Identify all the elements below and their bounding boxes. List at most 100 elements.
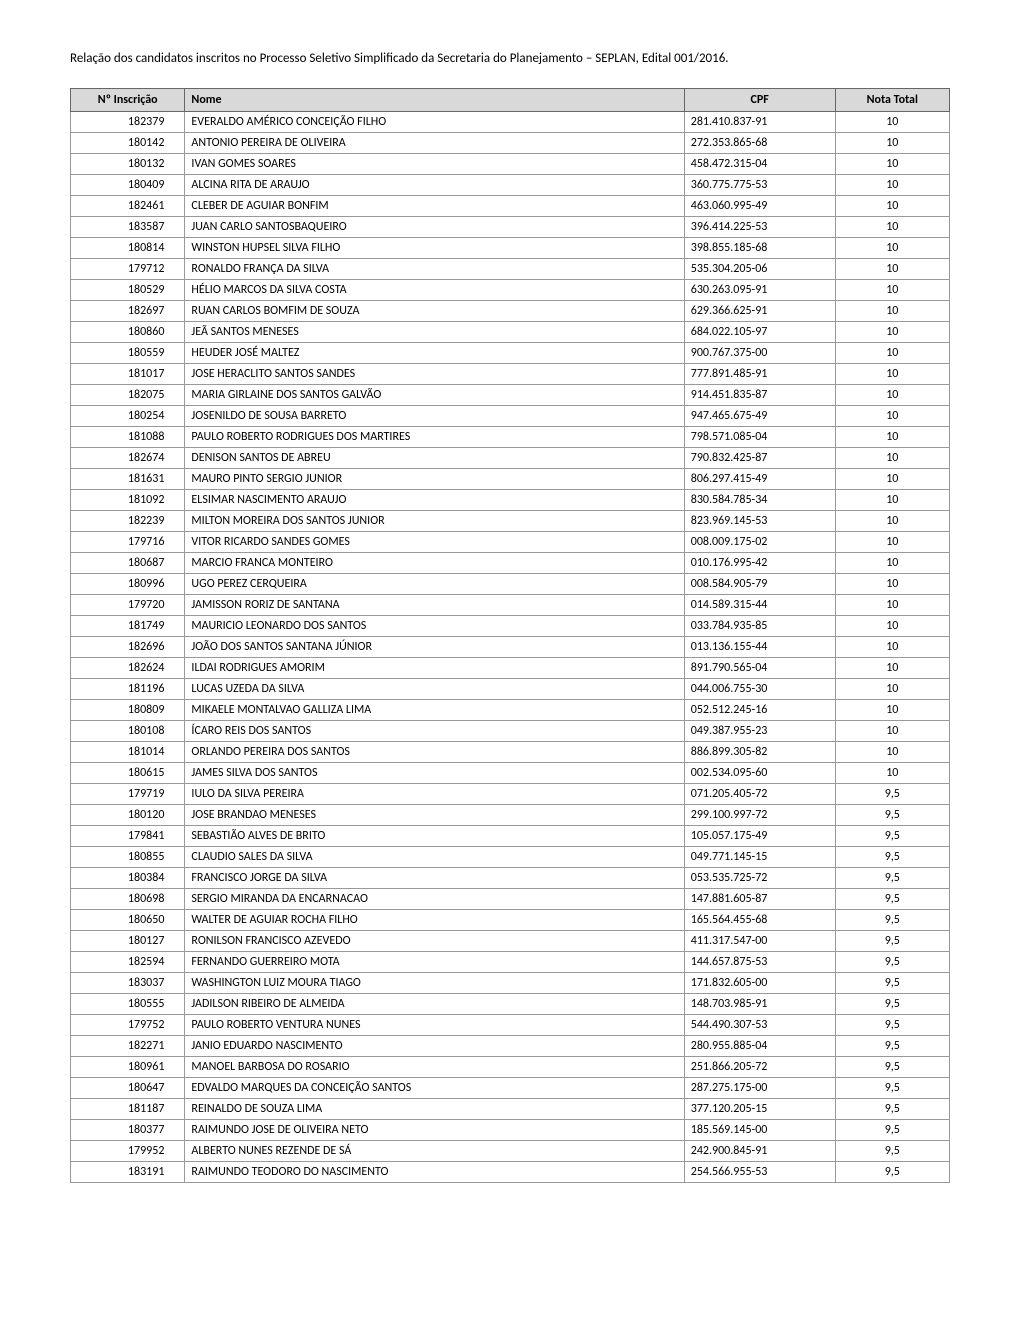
cell-inscricao: 180120 [71,805,185,826]
cell-nota: 10 [835,175,949,196]
cell-cpf: 071.205.405-72 [684,784,835,805]
cell-cpf: 033.784.935-85 [684,616,835,637]
cell-nome: CLAUDIO SALES DA SILVA [185,847,684,868]
cell-cpf: 684.022.105-97 [684,322,835,343]
cell-nota: 10 [835,301,949,322]
cell-nota: 10 [835,448,949,469]
cell-nota: 9,5 [835,952,949,973]
cell-cpf: 806.297.415-49 [684,469,835,490]
cell-nota: 10 [835,280,949,301]
table-row: 182075MARIA GIRLAINE DOS SANTOS GALVÃO91… [71,385,950,406]
table-row: 179712RONALDO FRANÇA DA SILVA535.304.205… [71,259,950,280]
cell-cpf: 463.060.995-49 [684,196,835,217]
table-row: 180650WALTER DE AGUIAR ROCHA FILHO165.56… [71,910,950,931]
cell-cpf: 544.490.307-53 [684,1015,835,1036]
cell-inscricao: 180814 [71,238,185,259]
cell-nome: CLEBER DE AGUIAR BONFIM [185,196,684,217]
cell-nota: 10 [835,154,949,175]
cell-inscricao: 182674 [71,448,185,469]
cell-nome: RUAN CARLOS BOMFIM DE SOUZA [185,301,684,322]
cell-nome: RAIMUNDO TEODORO DO NASCIMENTO [185,1162,684,1183]
cell-nome: RONILSON FRANCISCO AZEVEDO [185,931,684,952]
cell-cpf: 411.317.547-00 [684,931,835,952]
table-row: 180108ÍCARO REIS DOS SANTOS049.387.955-2… [71,721,950,742]
cell-cpf: 010.176.995-42 [684,553,835,574]
cell-cpf: 914.451.835-87 [684,385,835,406]
cell-nota: 10 [835,133,949,154]
table-row: 180961MANOEL BARBOSA DO ROSARIO251.866.2… [71,1057,950,1078]
table-row: 182696JOÃO DOS SANTOS SANTANA JÚNIOR013.… [71,637,950,658]
cell-inscricao: 183037 [71,973,185,994]
table-row: 181187REINALDO DE SOUZA LIMA377.120.205-… [71,1099,950,1120]
cell-cpf: 535.304.205-06 [684,259,835,280]
cell-inscricao: 179720 [71,595,185,616]
table-row: 181092ELSIMAR NASCIMENTO ARAUJO830.584.7… [71,490,950,511]
table-row: 183587JUAN CARLO SANTOSBAQUEIRO396.414.2… [71,217,950,238]
cell-nota: 9,5 [835,784,949,805]
cell-nome: DENISON SANTOS DE ABREU [185,448,684,469]
cell-nome: JAMES SILVA DOS SANTOS [185,763,684,784]
cell-cpf: 008.009.175-02 [684,532,835,553]
cell-nota: 9,5 [835,1036,949,1057]
cell-cpf: 002.534.095-60 [684,763,835,784]
cell-inscricao: 180132 [71,154,185,175]
cell-inscricao: 179841 [71,826,185,847]
cell-inscricao: 183191 [71,1162,185,1183]
header-cpf: CPF [684,89,835,112]
cell-nome: WALTER DE AGUIAR ROCHA FILHO [185,910,684,931]
table-row: 180555JADILSON RIBEIRO DE ALMEIDA148.703… [71,994,950,1015]
cell-nome: SEBASTIÃO ALVES DE BRITO [185,826,684,847]
cell-nome: JOÃO DOS SANTOS SANTANA JÚNIOR [185,637,684,658]
table-row: 182594FERNANDO GUERREIRO MOTA144.657.875… [71,952,950,973]
cell-inscricao: 180254 [71,406,185,427]
document-title: Relação dos candidatos inscritos no Proc… [70,50,950,68]
table-row: 181196LUCAS UZEDA DA SILVA044.006.755-30… [71,679,950,700]
cell-inscricao: 180384 [71,868,185,889]
cell-cpf: 053.535.725-72 [684,868,835,889]
cell-cpf: 049.771.145-15 [684,847,835,868]
cell-nota: 10 [835,511,949,532]
table-row: 180384FRANCISCO JORGE DA SILVA053.535.72… [71,868,950,889]
cell-nota: 9,5 [835,973,949,994]
cell-nome: ELSIMAR NASCIMENTO ARAUJO [185,490,684,511]
cell-nome: JEÃ SANTOS MENESES [185,322,684,343]
cell-inscricao: 182594 [71,952,185,973]
cell-inscricao: 179719 [71,784,185,805]
cell-inscricao: 180650 [71,910,185,931]
cell-inscricao: 180529 [71,280,185,301]
cell-nome: LUCAS UZEDA DA SILVA [185,679,684,700]
cell-cpf: 299.100.997-72 [684,805,835,826]
cell-nome: MANOEL BARBOSA DO ROSARIO [185,1057,684,1078]
cell-nota: 10 [835,217,949,238]
table-row: 180254JOSENILDO DE SOUSA BARRETO947.465.… [71,406,950,427]
cell-inscricao: 180142 [71,133,185,154]
cell-nota: 10 [835,427,949,448]
table-row: 182674DENISON SANTOS DE ABREU790.832.425… [71,448,950,469]
header-nome: Nome [185,89,684,112]
table-row: 180559HEUDER JOSÉ MALTEZ900.767.375-0010 [71,343,950,364]
cell-cpf: 281.410.837-91 [684,112,835,133]
cell-nota: 10 [835,238,949,259]
cell-nome: SERGIO MIRANDA DA ENCARNACAO [185,889,684,910]
cell-nota: 9,5 [835,1015,949,1036]
cell-cpf: 798.571.085-04 [684,427,835,448]
table-row: 180377RAIMUNDO JOSE DE OLIVEIRA NETO185.… [71,1120,950,1141]
cell-inscricao: 180615 [71,763,185,784]
cell-inscricao: 182379 [71,112,185,133]
cell-nome: HÉLIO MARCOS DA SILVA COSTA [185,280,684,301]
cell-nome: MILTON MOREIRA DOS SANTOS JUNIOR [185,511,684,532]
cell-nota: 9,5 [835,805,949,826]
cell-nome: RAIMUNDO JOSE DE OLIVEIRA NETO [185,1120,684,1141]
cell-inscricao: 182624 [71,658,185,679]
table-row: 180996UGO PEREZ CERQUEIRA008.584.905-791… [71,574,950,595]
cell-nome: HEUDER JOSÉ MALTEZ [185,343,684,364]
cell-inscricao: 183587 [71,217,185,238]
cell-nome: VITOR RICARDO SANDES GOMES [185,532,684,553]
table-row: 180698SERGIO MIRANDA DA ENCARNACAO147.88… [71,889,950,910]
cell-nota: 10 [835,364,949,385]
table-row: 182271JANIO EDUARDO NASCIMENTO280.955.88… [71,1036,950,1057]
cell-nota: 10 [835,637,949,658]
cell-inscricao: 179752 [71,1015,185,1036]
table-row: 180855CLAUDIO SALES DA SILVA049.771.145-… [71,847,950,868]
cell-inscricao: 180961 [71,1057,185,1078]
